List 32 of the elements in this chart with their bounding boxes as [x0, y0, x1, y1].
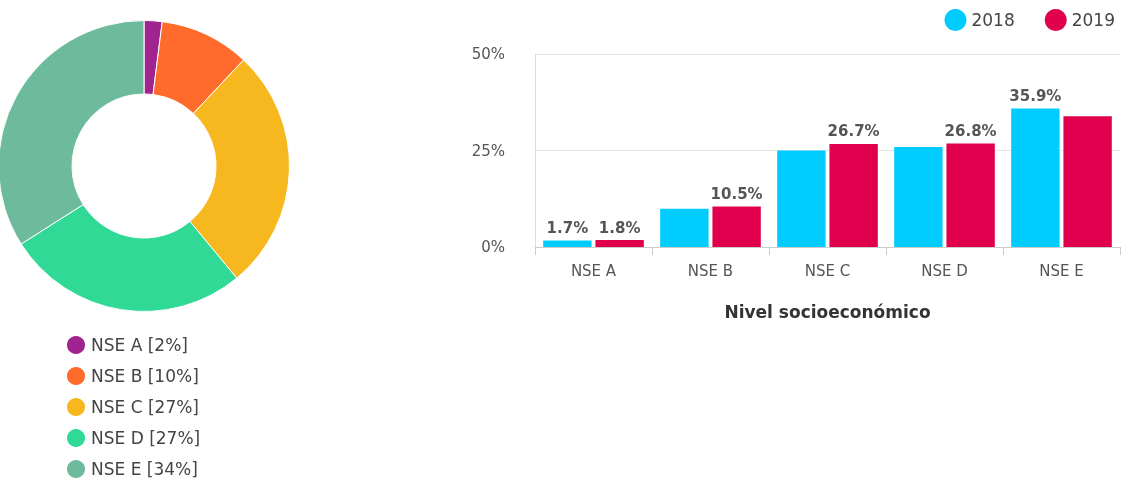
- x-axis-title: Nivel socioeconómico: [724, 301, 931, 322]
- legend-label: NSE C [27%]: [91, 397, 199, 417]
- bar: [543, 240, 592, 247]
- legend-label: NSE B [10%]: [91, 366, 199, 386]
- bar: [946, 143, 995, 247]
- x-tick-label: NSE D: [921, 261, 968, 280]
- legend-label: 2018: [971, 10, 1015, 30]
- bar: [777, 150, 826, 247]
- bar: [1011, 108, 1060, 247]
- legend-label: NSE A [2%]: [91, 335, 188, 355]
- legend-label: NSE E [34%]: [91, 459, 198, 479]
- x-tick-label: NSE A: [570, 261, 617, 280]
- x-tick-label: NSE E: [1039, 261, 1084, 280]
- bar: [660, 208, 709, 247]
- y-tick-label: 0%: [481, 238, 505, 256]
- legend-label: NSE D [27%]: [91, 428, 201, 448]
- y-tick-label: 25%: [471, 141, 505, 160]
- bar: [712, 206, 761, 247]
- bar: [1063, 116, 1112, 247]
- data-label: 35.9%: [1009, 86, 1062, 105]
- legend-label: 2019: [1071, 10, 1115, 30]
- y-tick-label: 50%: [471, 45, 505, 63]
- x-tick-label: NSE B: [687, 261, 734, 280]
- bar: [595, 240, 644, 247]
- data-label: 1.7%: [546, 218, 589, 237]
- bar: [894, 147, 943, 247]
- x-tick-label: NSE C: [804, 261, 851, 280]
- data-label: 10.5%: [710, 184, 763, 203]
- data-label: 1.8%: [598, 218, 641, 237]
- data-label: 26.8%: [944, 122, 997, 141]
- bar: [829, 143, 878, 247]
- data-label: 26.7%: [827, 122, 880, 141]
